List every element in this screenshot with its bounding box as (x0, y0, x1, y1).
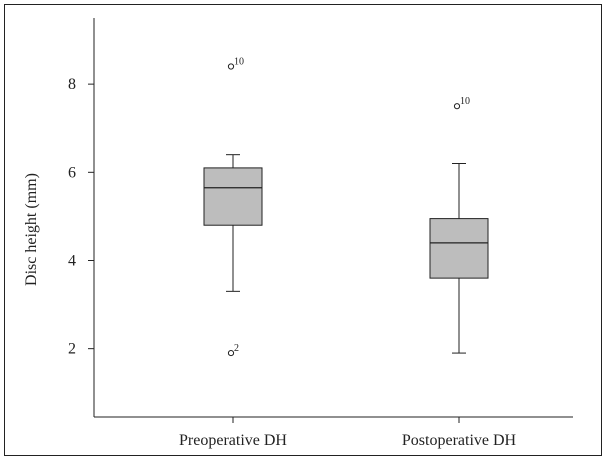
outlier-label: 10 (234, 56, 244, 67)
y-axis-title: Disc height (mm) (23, 173, 40, 286)
x-category-label: Preoperative DH (179, 432, 287, 449)
y-tick-label: 8 (68, 76, 76, 93)
y-tick-label: 2 (68, 341, 76, 358)
outlier-point (227, 63, 235, 70)
outlier-label: 2 (234, 343, 239, 354)
y-tick-label: 4 (68, 252, 76, 269)
x-category-label: Postoperative DH (402, 432, 517, 449)
box-group: 10 (429, 96, 489, 354)
y-tick-label: 6 (68, 164, 76, 181)
chart-frame (4, 4, 602, 456)
outlier-label: 10 (460, 96, 470, 107)
iqr-box (429, 218, 489, 279)
iqr-box (203, 167, 263, 226)
x-ticks: Preoperative DH Postoperative DH (179, 417, 517, 449)
axes (93, 18, 573, 418)
boxes: 10 2 10 (203, 56, 489, 357)
y-ticks: 2 4 6 8 (68, 76, 94, 358)
outlier-point (453, 103, 461, 110)
outlier-point (227, 349, 235, 357)
box-group: 10 2 (203, 56, 263, 357)
